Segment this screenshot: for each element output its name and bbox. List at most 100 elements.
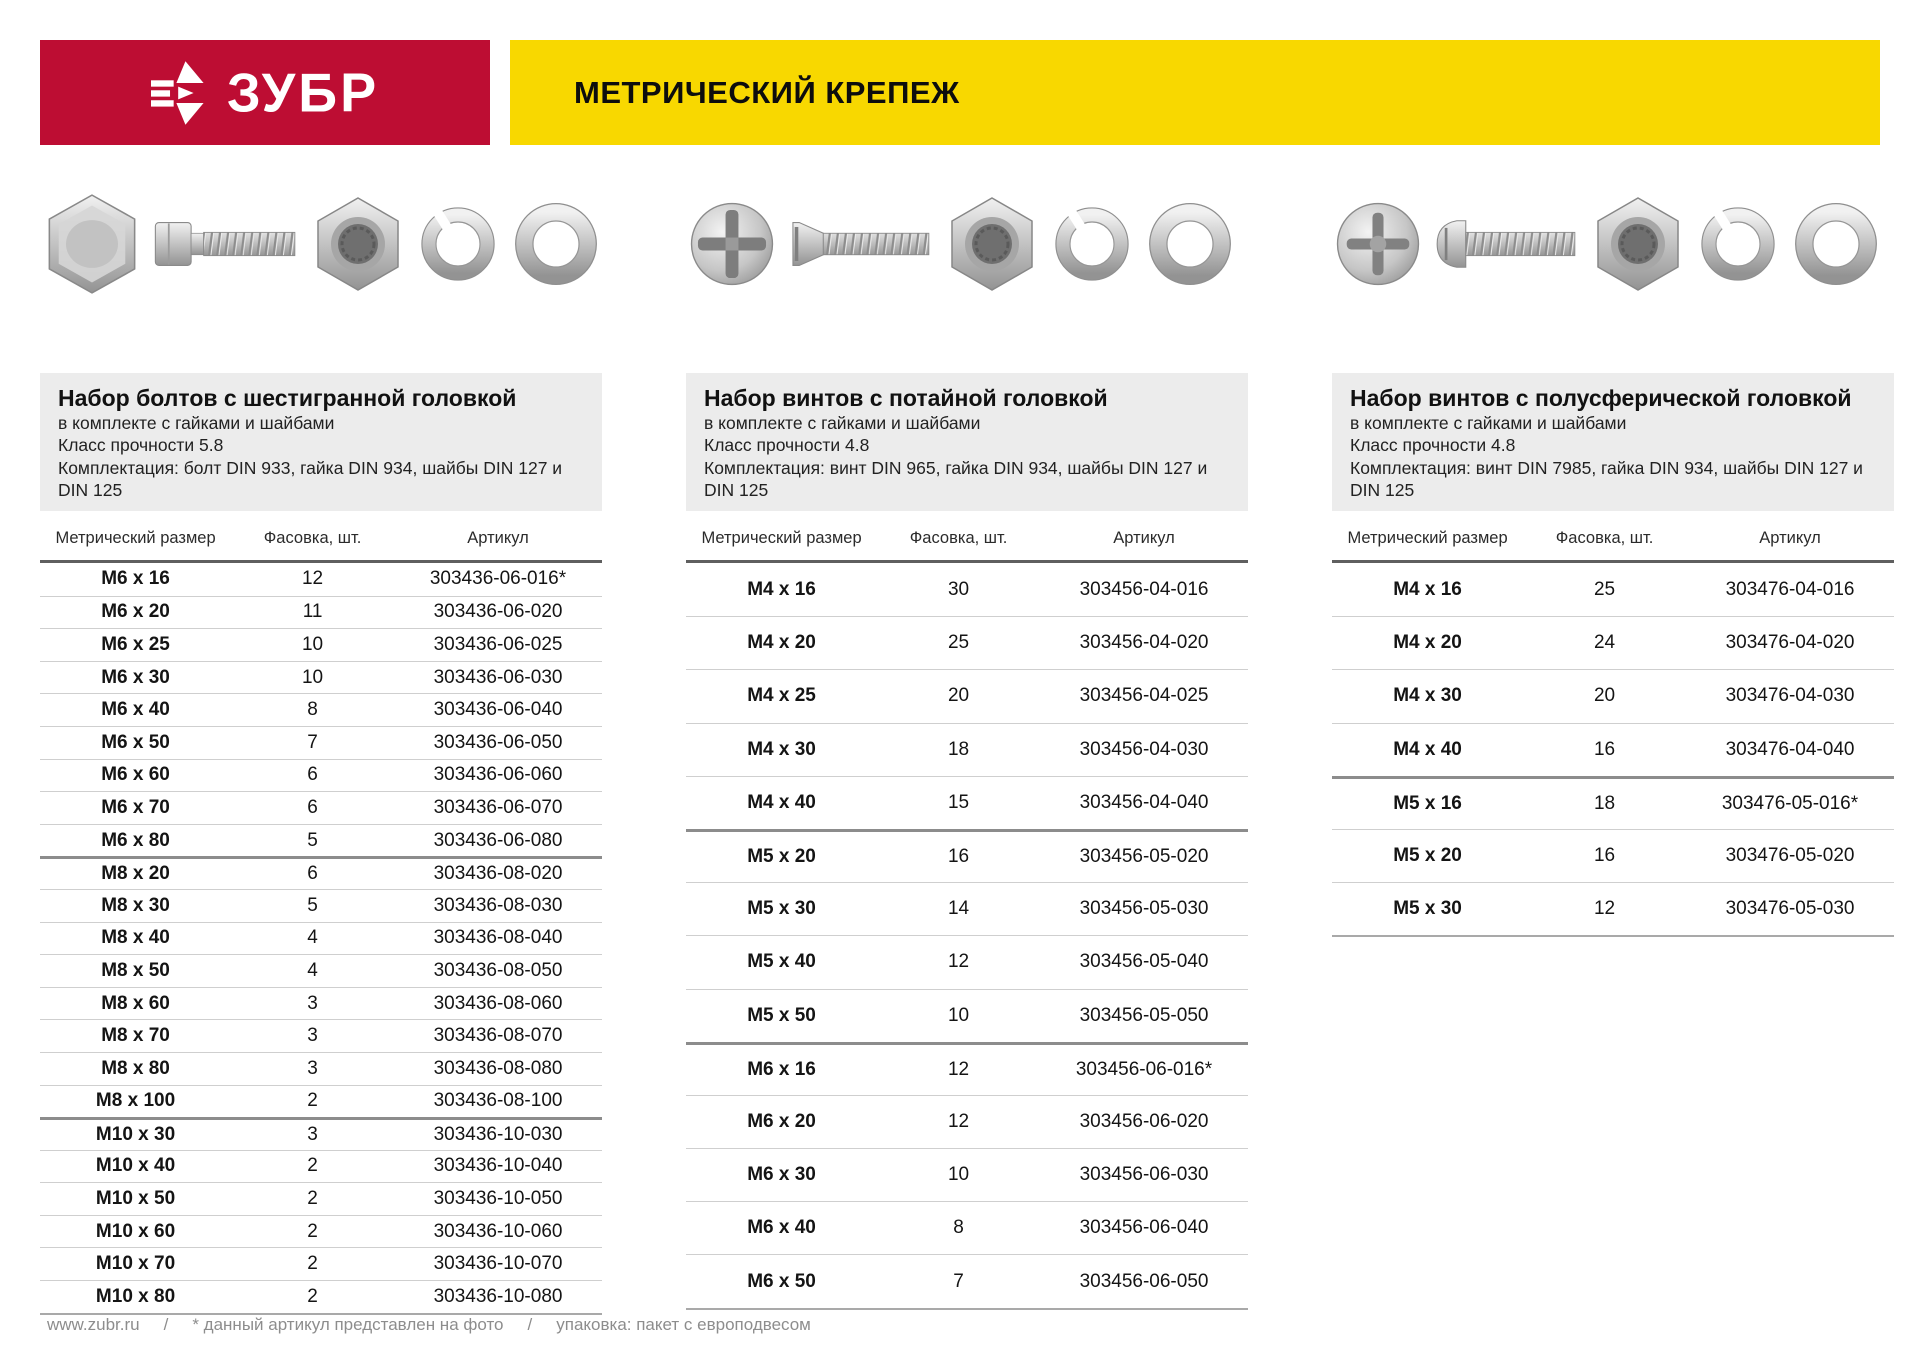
table-row: М5 х 40 12 303456-05-040	[686, 935, 1248, 988]
cell-size: М6 х 16	[747, 1058, 816, 1080]
table-row: М10 х 40 2 303436-10-040	[40, 1149, 602, 1183]
cell-qty: 4	[307, 927, 318, 949]
cell-qty: 2	[307, 1188, 318, 1210]
table-row: М5 х 50 10 303456-05-050	[686, 988, 1248, 1042]
cell-sku: 303476-04-016	[1725, 578, 1855, 600]
cell-qty: 30	[947, 578, 970, 600]
table-row: М5 х 20 16 303476-05-020	[1332, 828, 1894, 882]
table-row: М5 х 30 14 303456-05-030	[686, 882, 1248, 935]
product-subtitle: в комплекте с гайками и шайбами	[58, 413, 335, 434]
table-row: М5 х 20 16 303456-05-020	[686, 828, 1248, 882]
cell-qty: 16	[1593, 738, 1616, 760]
table-row: М8 х 80 3 303436-08-080	[40, 1051, 602, 1085]
cell-size: М6 х 40	[747, 1217, 816, 1239]
table-body: М6 х 16 12 303436-06-016* М6 х 20 11 303436-0…	[40, 563, 602, 1315]
table-row: М4 х 20 24 303476-04-020	[1332, 616, 1894, 669]
product-photos	[40, 185, 602, 303]
cell-qty: 25	[947, 632, 970, 654]
cell-size: М5 х 50	[747, 1004, 816, 1026]
cell-size: М10 х 50	[95, 1188, 176, 1210]
table-row: М8 х 60 3 303436-08-060	[40, 986, 602, 1020]
product-title: Набор винтов с потайной головкой	[704, 385, 1108, 411]
footer-note: * данный артикул представлен на фото	[192, 1315, 504, 1334]
hex-nut-icon	[1588, 194, 1688, 294]
table-row: М8 х 20 6 303436-08-020	[40, 856, 602, 889]
brand-logo: ЗУБР	[40, 40, 490, 145]
col-header-sku: Артикул	[1113, 529, 1175, 547]
table-row: М6 х 16 12 303456-06-016*	[686, 1041, 1248, 1095]
cell-qty: 12	[1593, 898, 1616, 920]
cell-size: М4 х 25	[747, 685, 816, 707]
cell-sku: 303456-04-025	[1079, 685, 1209, 707]
cell-sku: 303456-04-030	[1079, 738, 1209, 760]
product-column: Набор болтов с шестигранной головкой в к…	[40, 145, 602, 1315]
pan-screw-head-top-icon	[1332, 198, 1424, 290]
page-title-banner: МЕТРИЧЕСКИЙ КРЕПЕЖ	[510, 40, 1880, 145]
table-row: М4 х 30 18 303456-04-030	[686, 722, 1248, 776]
cell-size: М6 х 25	[101, 633, 170, 655]
table-row: М6 х 40 8 303456-06-040	[686, 1201, 1248, 1254]
product-info: Набор винтов с потайной головкой в компл…	[686, 373, 1248, 511]
flat-screw-head-top-icon	[686, 198, 778, 290]
cell-qty: 24	[1593, 632, 1616, 654]
cell-sku: 303436-10-080	[433, 1285, 563, 1307]
table-row: М4 х 40 16 303476-04-040	[1332, 722, 1894, 776]
product-column: Набор винтов с потайной головкой в компл…	[686, 145, 1248, 1315]
cell-size: М5 х 20	[1393, 845, 1462, 867]
cell-size: М10 х 70	[95, 1253, 176, 1275]
cell-qty: 2	[307, 1090, 318, 1112]
table-header: Метрический размер Фасовка, шт. Артикул	[686, 511, 1248, 563]
table-header: Метрический размер Фасовка, шт. Артикул	[40, 511, 602, 563]
table-row: М6 х 30 10 303456-06-030	[686, 1148, 1248, 1201]
table-row: М8 х 70 3 303436-08-070	[40, 1019, 602, 1052]
cell-sku: 303476-04-030	[1725, 685, 1855, 707]
hex-bolt-side-icon	[150, 199, 302, 289]
hex-bolt-head-top-icon	[40, 192, 144, 296]
cell-sku: 303476-05-030	[1725, 898, 1855, 920]
cell-qty: 12	[301, 568, 324, 590]
product-photos	[686, 185, 1248, 303]
cell-size: М8 х 80	[101, 1057, 170, 1079]
cell-qty: 7	[953, 1270, 964, 1292]
cell-sku: 303436-08-060	[433, 992, 563, 1014]
cell-qty: 2	[307, 1155, 318, 1177]
cell-size: М8 х 60	[101, 992, 170, 1014]
cell-qty: 6	[307, 764, 318, 786]
table-row: М6 х 16 12 303436-06-016*	[40, 563, 602, 596]
product-title: Набор болтов с шестигранной головкой	[58, 385, 517, 411]
cell-qty: 18	[947, 738, 970, 760]
table-row: М5 х 30 12 303476-05-030	[1332, 882, 1894, 935]
cell-size: М8 х 50	[101, 959, 170, 981]
cell-sku: 303436-08-040	[433, 927, 563, 949]
cell-qty: 25	[1593, 578, 1616, 600]
cell-qty: 16	[947, 846, 970, 868]
table-row: М6 х 50 7 303436-06-050	[40, 725, 602, 759]
cell-qty: 11	[302, 601, 323, 623]
table-row: М8 х 100 2 303436-08-100	[40, 1084, 602, 1118]
cell-sku: 303456-06-030	[1079, 1164, 1209, 1186]
flat-washer-icon	[1788, 196, 1884, 292]
product-subtitle: в комплекте с гайками и шайбами	[704, 413, 981, 434]
cell-sku: 303436-08-080	[433, 1057, 563, 1079]
table-row: М6 х 20 11 303436-06-020	[40, 595, 602, 629]
cell-sku: 303436-06-016*	[429, 568, 567, 590]
cell-sku: 303436-06-040	[433, 699, 563, 721]
cell-size: М5 х 16	[1393, 792, 1462, 814]
cell-size: М4 х 40	[747, 791, 816, 813]
footer-site: www.zubr.ru	[47, 1315, 140, 1334]
cell-qty: 6	[307, 863, 318, 885]
cell-qty: 5	[307, 894, 318, 916]
cell-qty: 4	[307, 959, 318, 981]
cell-qty: 3	[307, 1123, 318, 1145]
zubr-logo-icon	[150, 60, 204, 125]
brand-name: ЗУБР	[226, 61, 380, 124]
cell-qty: 10	[947, 1004, 970, 1026]
table-row: М8 х 40 4 303436-08-040	[40, 921, 602, 955]
cell-qty: 3	[307, 992, 318, 1014]
cell-size: М5 х 30	[1393, 898, 1462, 920]
cell-sku: 303456-06-040	[1079, 1217, 1209, 1239]
cell-sku: 303456-06-050	[1079, 1270, 1209, 1292]
cell-sku: 303456-05-020	[1079, 846, 1209, 868]
cell-qty: 10	[301, 633, 324, 655]
